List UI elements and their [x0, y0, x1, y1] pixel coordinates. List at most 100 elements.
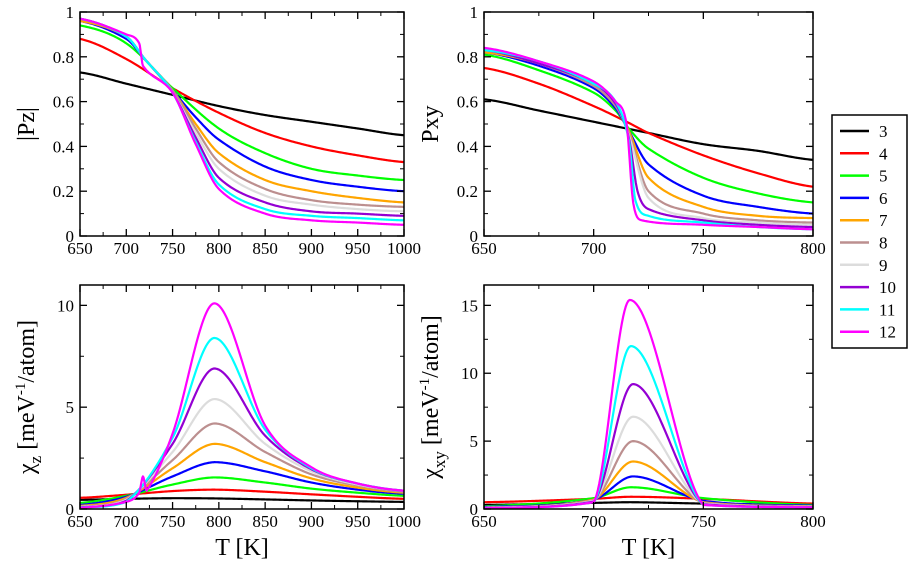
x-tick-label: 650 — [471, 239, 497, 258]
x-tick-label: 1000 — [387, 239, 421, 258]
x-tick-label: 850 — [252, 512, 278, 531]
plot-frame — [483, 11, 814, 237]
legend-label-7: 7 — [879, 211, 888, 230]
series-line-12 — [80, 302, 404, 509]
x-tick-label: 800 — [800, 512, 826, 531]
series-line-9 — [484, 48, 813, 226]
series-group — [80, 302, 404, 509]
series-line-5 — [484, 486, 813, 508]
series-group — [484, 298, 813, 509]
series-line-12 — [484, 298, 813, 509]
x-tick-label: 800 — [206, 239, 232, 258]
y-label-sup: -1 — [13, 383, 29, 396]
legend-label-6: 6 — [879, 189, 888, 208]
series-line-10 — [484, 48, 813, 229]
y-label-unit: [meV — [14, 394, 40, 455]
y-tick-label: 1 — [66, 3, 75, 22]
legend-label-9: 9 — [879, 256, 888, 275]
series-line-11 — [484, 48, 813, 231]
series-line-12 — [80, 17, 404, 226]
y-label-rest: /atom] — [418, 315, 444, 378]
y-tick-label: 10 — [57, 296, 74, 315]
y-tick-label: 0.8 — [53, 48, 74, 67]
series-line-11 — [80, 17, 404, 222]
y-tick-label: 1 — [470, 3, 479, 22]
legend-label-8: 8 — [879, 234, 888, 253]
x-tick-label: 750 — [160, 512, 186, 531]
y-tick-label: 10 — [461, 364, 478, 383]
series-line-5 — [80, 24, 404, 182]
plot-frame — [79, 284, 405, 510]
y-label-chi: χ — [14, 463, 40, 475]
y-label-sup: -1 — [417, 378, 433, 391]
y-tick-label: 5 — [66, 398, 75, 417]
series-line-9 — [484, 415, 813, 509]
y-axis-label: Pxy — [418, 105, 444, 142]
y-tick-label: 0 — [66, 227, 75, 246]
y-tick-label: 0.2 — [457, 182, 478, 201]
x-tick-label: 650 — [471, 512, 497, 531]
y-label-unit: [meV — [418, 390, 444, 451]
x-tick-label: 750 — [691, 512, 717, 531]
series-line-4 — [484, 66, 813, 188]
y-tick-label: 0.8 — [457, 48, 478, 67]
panel-pz: 650 700 750 800 850 900 950 1000 0 0.2 0.4 0.6 0.8 1 |… — [14, 3, 421, 258]
x-tick-label: 800 — [800, 239, 826, 258]
y-label-sub: xy — [430, 451, 449, 469]
legend-label-10: 10 — [879, 278, 896, 297]
x-tick-label: 650 — [67, 239, 93, 258]
x-tick-label: 850 — [252, 239, 278, 258]
x-tick-label: 950 — [345, 239, 371, 258]
series-line-3 — [80, 71, 404, 137]
series-group — [80, 17, 404, 226]
y-tick-label: 0 — [470, 500, 479, 519]
x-tick-label: 1000 — [387, 512, 421, 531]
x-tick-label: 700 — [581, 512, 607, 531]
x-tick-label: 950 — [345, 512, 371, 531]
y-tick-label: 0 — [66, 500, 75, 519]
legend-box — [831, 114, 908, 349]
series-line-8 — [80, 17, 404, 208]
y-tick-label: 0.4 — [457, 137, 479, 156]
x-tick-label: 750 — [691, 239, 717, 258]
y-axis-label: |Pz| — [14, 107, 40, 141]
series-line-7 — [484, 51, 813, 220]
y-label-sub: z — [26, 455, 45, 463]
y-tick-label: 0.2 — [53, 182, 74, 201]
panel-chiz: 650 700 750 800 850 900 950 1000 0 5 10 χz [meV-1/a… — [13, 284, 421, 561]
x-tick-label: 900 — [299, 239, 325, 258]
y-tick-label: 0.6 — [457, 93, 478, 112]
y-axis-label: χxy [meV-1/atom] — [417, 315, 449, 479]
series-line-12 — [484, 46, 813, 231]
x-tick-label: 750 — [160, 239, 186, 258]
y-tick-label: 0.6 — [53, 93, 74, 112]
legend-label-3: 3 — [879, 122, 888, 141]
panel-chixy: 650 700 750 800 0 5 10 15 χxy [meV-1/atom] T [K] — [417, 284, 826, 561]
series-line-3 — [484, 98, 813, 161]
y-axis-label: χz [meV-1/atom] — [13, 320, 45, 475]
series-line-6 — [80, 19, 404, 193]
x-tick-label: 900 — [299, 512, 325, 531]
legend-label-5: 5 — [879, 167, 888, 186]
y-tick-label: 0 — [470, 227, 479, 246]
x-tick-label: 800 — [206, 512, 232, 531]
legend-label-12: 12 — [879, 323, 896, 342]
series-group — [484, 46, 813, 231]
x-tick-label: 650 — [67, 512, 93, 531]
legend-label-11: 11 — [879, 300, 895, 319]
x-tick-label: 700 — [114, 512, 140, 531]
x-tick-label: 700 — [581, 239, 607, 258]
series-line-5 — [484, 53, 813, 204]
x-axis-label: T [K] — [622, 535, 676, 561]
legend-label-4: 4 — [879, 144, 888, 163]
series-line-6 — [484, 51, 813, 215]
y-label-rest: /atom] — [14, 320, 40, 383]
series-line-9 — [80, 17, 404, 213]
y-tick-label: 0.4 — [53, 137, 75, 156]
x-tick-label: 700 — [114, 239, 140, 258]
y-tick-label: 5 — [470, 432, 479, 451]
x-axis-label: T [K] — [215, 535, 269, 561]
legend: 3 4 5 6 7 8 9 10 11 12 — [831, 114, 908, 349]
panel-pxy: 650 700 750 800 0 0.2 0.4 0.6 0.8 1 Pxy — [418, 3, 826, 258]
